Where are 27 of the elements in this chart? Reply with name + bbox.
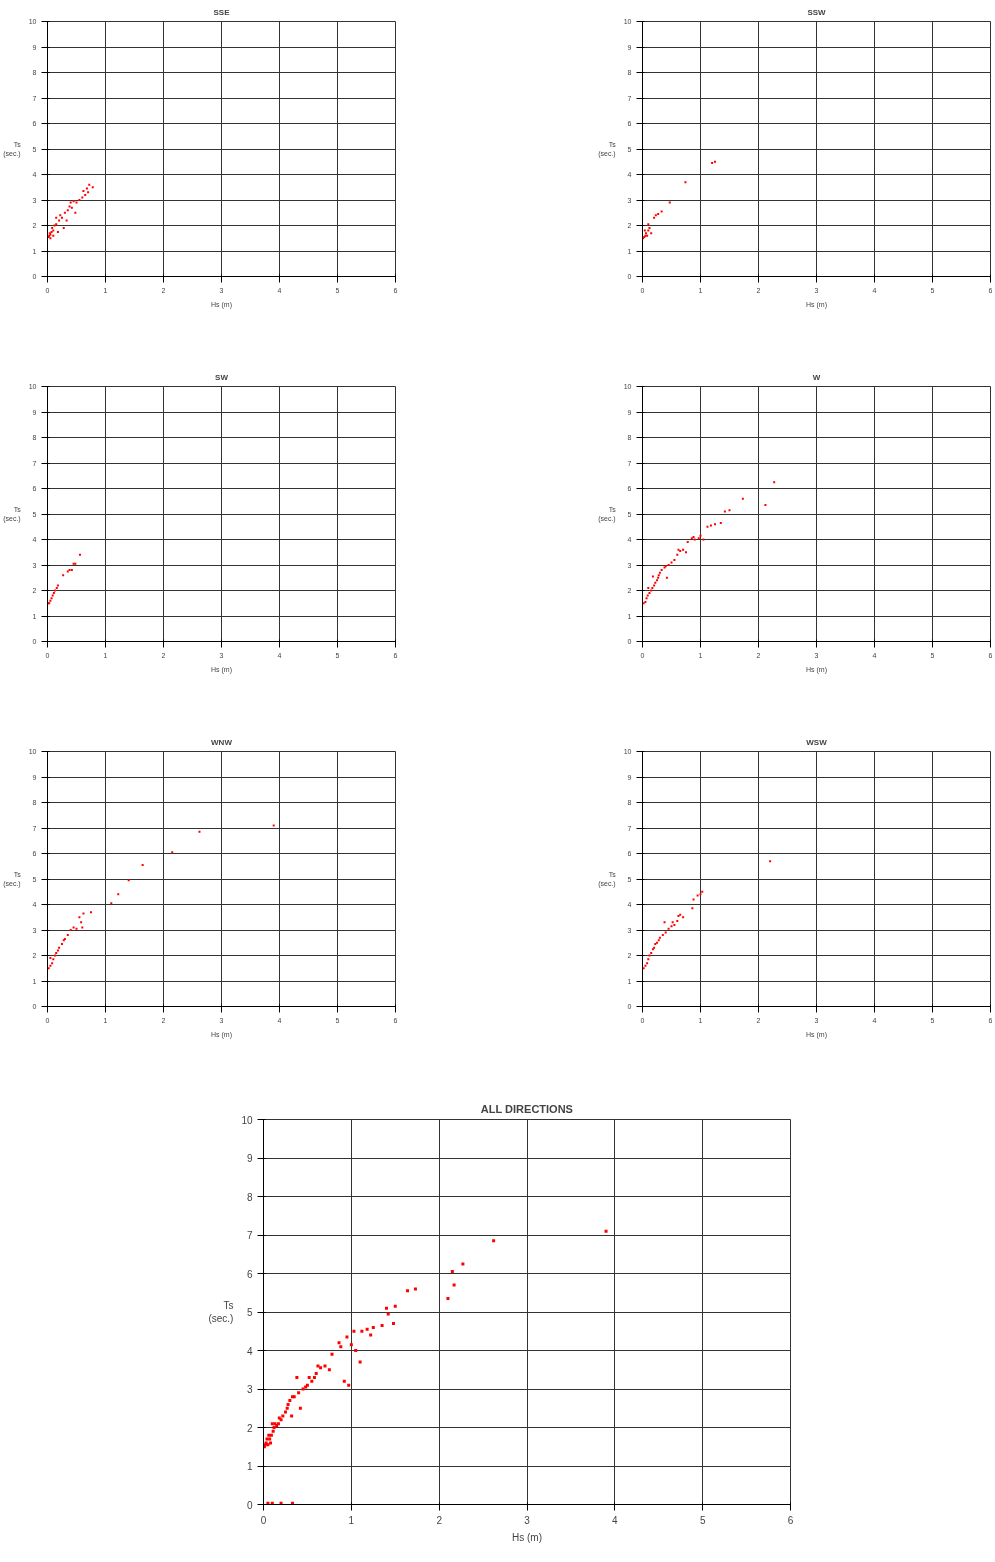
x-tick-label: 1 [348, 1514, 355, 1526]
y-tick-label: 2 [246, 1422, 253, 1434]
chart-title: SSE [213, 7, 231, 17]
y-tick-label: 8 [246, 1191, 253, 1203]
x-tick-label: 3 [524, 1514, 531, 1526]
chart-title: ALL DIRECTIONS [480, 1102, 573, 1115]
x-tick-label: 2 [436, 1514, 443, 1526]
y-tick-label: 5 [246, 1307, 253, 1318]
y-tick-label: 9 [246, 1153, 253, 1164]
y-tick-label: 7 [246, 1230, 253, 1241]
x-tick-label: 4 [612, 1514, 619, 1526]
chart-title: W [812, 372, 821, 382]
y-tick-label: 1 [246, 1461, 253, 1472]
chart-title: SW [215, 372, 229, 382]
x-tick-label: 0 [260, 1514, 267, 1526]
y-axis-title: Ts (sec.) [208, 1299, 234, 1325]
chart-title: WSW [806, 737, 828, 747]
x-tick-label: 6 [787, 1514, 794, 1526]
chart-title: SSW [807, 7, 827, 17]
x-tick-label: 5 [699, 1514, 706, 1526]
y-tick-label: 4 [246, 1345, 253, 1357]
y-tick-label: 10 [241, 1114, 253, 1126]
y-tick-label: 3 [246, 1384, 253, 1395]
x-axis-title: Hs (m) [512, 1531, 542, 1543]
chart-title: WNW [211, 737, 233, 747]
y-tick-label: 6 [246, 1268, 253, 1280]
y-tick-label: 0 [246, 1499, 253, 1511]
